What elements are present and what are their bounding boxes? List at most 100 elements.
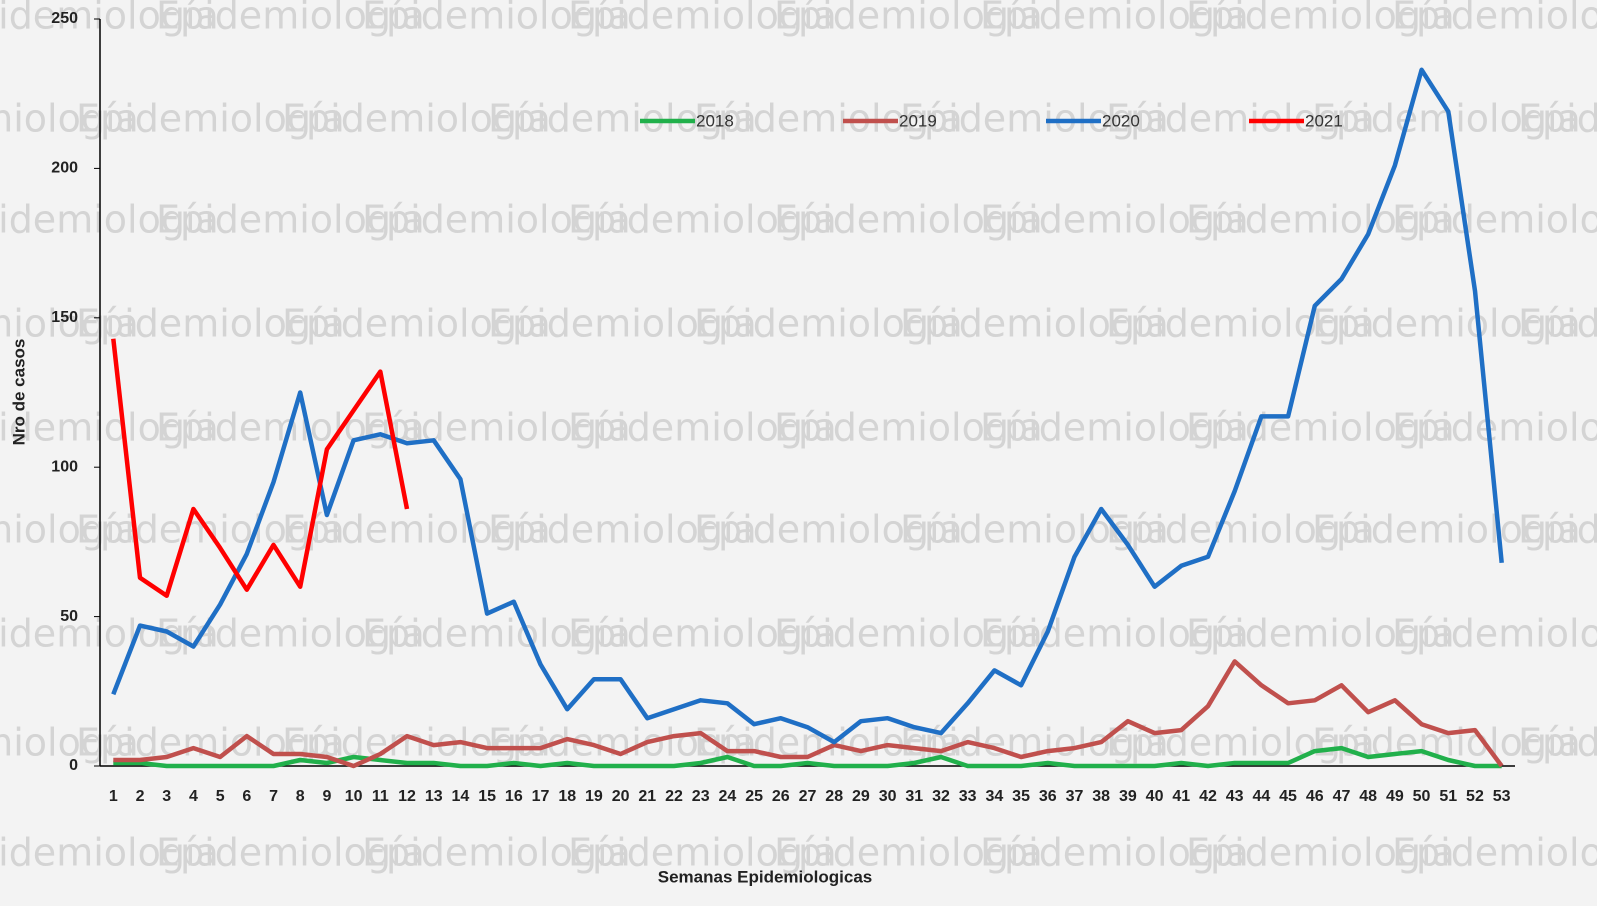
watermark-text: Epidemiología (0, 831, 219, 875)
x-tick-label: 17 (532, 788, 550, 805)
watermark-text: Epidemiología (0, 508, 139, 552)
watermark-text: Epidemiología (76, 97, 345, 141)
watermark-text: Epidemiología (0, 721, 139, 765)
watermark-text: Epidemiología (568, 831, 837, 875)
watermark-text: Epidemiología (1392, 198, 1597, 242)
x-tick-label: 38 (1092, 788, 1110, 805)
watermark-text: Epidemiología (488, 97, 757, 141)
watermark-text: Epidemiología (1392, 0, 1597, 38)
x-tick-label: 37 (1066, 788, 1084, 805)
legend-label: 2021 (1305, 111, 1343, 130)
y-tick-label: 50 (60, 608, 78, 625)
x-tick-label: 46 (1306, 788, 1324, 805)
legend-label: 2019 (899, 111, 937, 130)
x-tick-label: 36 (1039, 788, 1057, 805)
x-tick-label: 16 (505, 788, 523, 805)
watermark-text: Epidemiología (1186, 406, 1455, 450)
watermark-text: Epidemiología (1518, 508, 1597, 552)
watermark-text: Epidemiología (568, 0, 837, 38)
y-tick-label: 200 (51, 160, 78, 177)
x-tick-label: 23 (692, 788, 710, 805)
x-tick-label: 22 (665, 788, 683, 805)
watermark-text: Epidemiología (1518, 97, 1597, 141)
x-tick-label: 27 (799, 788, 817, 805)
x-axis-title: Semanas Epidemiologicas (658, 867, 872, 886)
x-tick-label: 13 (425, 788, 443, 805)
x-tick-label: 26 (772, 788, 790, 805)
watermark-text: Epidemiología (900, 508, 1169, 552)
series-line (111, 67, 1504, 745)
watermark-text: Epidemiología (980, 612, 1249, 656)
watermark-text: Epidemiología (900, 302, 1169, 346)
watermark-text: Epidemiología (0, 0, 219, 38)
x-tick-label: 53 (1493, 788, 1511, 805)
x-tick-label: 28 (825, 788, 843, 805)
y-tick-label: 250 (51, 10, 78, 27)
y-tick-label: 0 (69, 757, 78, 774)
x-tick-label: 32 (932, 788, 950, 805)
watermark-layer: EpidemiologíaEpidemiologíaEpidemiologíaE… (0, 0, 1597, 875)
y-tick-label: 100 (51, 458, 78, 475)
watermark-text: Epidemiología (76, 721, 345, 765)
x-tick-label: 47 (1333, 788, 1351, 805)
watermark-text: Epidemiología (0, 612, 219, 656)
watermark-text: Epidemiología (1186, 0, 1455, 38)
x-tick-label: 50 (1413, 788, 1431, 805)
watermark-text: Epidemiología (1312, 97, 1581, 141)
x-tick-label: 10 (345, 788, 363, 805)
watermark-text: Epidemiología (1518, 302, 1597, 346)
x-tick-label: 14 (452, 788, 470, 805)
x-tick-label: 33 (959, 788, 977, 805)
watermark-text: Epidemiología (774, 406, 1043, 450)
x-tick-label: 39 (1119, 788, 1137, 805)
watermark-text: Epidemiología (156, 198, 425, 242)
watermark-text: Epidemiología (1312, 508, 1581, 552)
watermark-text: Epidemiología (1106, 721, 1375, 765)
watermark-text: Epidemiología (774, 198, 1043, 242)
x-tick-label: 12 (398, 788, 416, 805)
x-tick-label: 34 (985, 788, 1003, 805)
watermark-text: Epidemiología (0, 198, 219, 242)
watermark-text: Epidemiología (282, 302, 551, 346)
watermark-text: Epidemiología (1186, 612, 1455, 656)
watermark-text: Epidemiología (488, 508, 757, 552)
watermark-text: Epidemiología (156, 831, 425, 875)
x-tick-label: 19 (585, 788, 603, 805)
watermark-text: Epidemiología (1106, 508, 1375, 552)
watermark-text: Epidemiología (900, 97, 1169, 141)
x-tick-label: 11 (372, 788, 389, 805)
x-tick-label: 43 (1226, 788, 1244, 805)
legend-label: 2018 (696, 111, 734, 130)
watermark-text: Epidemiología (774, 831, 1043, 875)
x-tick-label: 40 (1146, 788, 1164, 805)
x-tick-label: 6 (242, 788, 251, 805)
watermark-text: Epidemiología (568, 612, 837, 656)
watermark-text: Epidemiología (980, 0, 1249, 38)
x-tick-label: 18 (558, 788, 576, 805)
x-tick-label: 30 (879, 788, 897, 805)
watermark-text: Epidemiología (1186, 198, 1455, 242)
x-tick-label: 42 (1199, 788, 1217, 805)
watermark-text: Epidemiología (1392, 406, 1597, 450)
watermark-text: Epidemiología (694, 508, 963, 552)
watermark-text: Epidemiología (774, 0, 1043, 38)
x-tick-label: 52 (1466, 788, 1484, 805)
watermark-text: Epidemiología (76, 302, 345, 346)
watermark-text: Epidemiología (1186, 831, 1455, 875)
watermark-text: Epidemiología (362, 612, 631, 656)
x-tick-label: 51 (1439, 788, 1457, 805)
x-tick-label: 15 (478, 788, 496, 805)
x-tick-label: 1 (109, 788, 118, 805)
watermark-text: Epidemiología (1392, 612, 1597, 656)
x-tick-label: 29 (852, 788, 870, 805)
watermark-text: Epidemiología (980, 198, 1249, 242)
watermark-text: Epidemiología (694, 97, 963, 141)
watermark-text: Epidemiología (774, 612, 1043, 656)
watermark-text: Epidemiología (980, 831, 1249, 875)
legend-label: 2020 (1102, 111, 1140, 130)
watermark-text: Epidemiología (488, 302, 757, 346)
y-axis-title: Nro de casos (9, 339, 28, 446)
watermark-text: Epidemiología (362, 831, 631, 875)
x-tick-label: 21 (638, 788, 656, 805)
